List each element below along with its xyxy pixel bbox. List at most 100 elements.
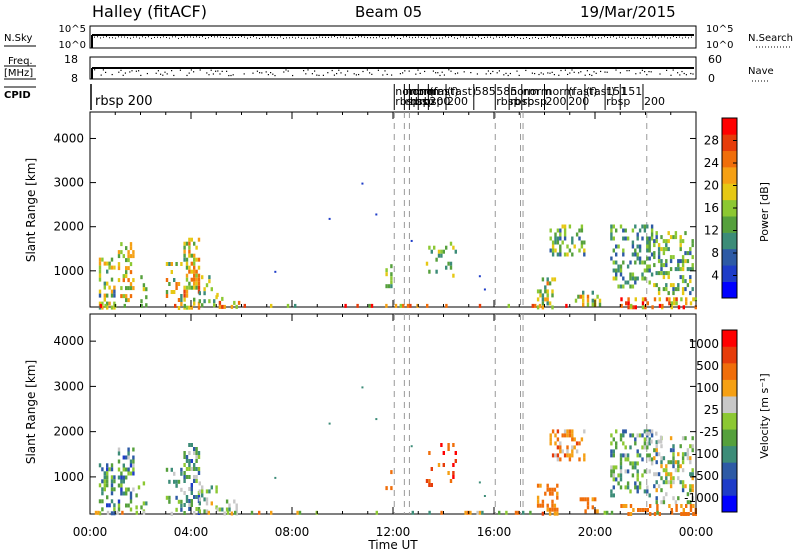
power-cell [612, 236, 615, 241]
freq-dot [331, 69, 333, 72]
freq-dot [353, 73, 355, 75]
power-cell [106, 269, 109, 274]
freq-dot [186, 74, 188, 77]
velocity-colorbar-tick-label-7: -1000 [684, 491, 719, 505]
nsky-dot [406, 36, 407, 38]
power-cell [643, 268, 647, 273]
freq-dot [419, 72, 421, 74]
velocity-cell [215, 489, 218, 494]
power-cell [185, 273, 189, 278]
power-cell [563, 224, 567, 229]
power-cell [634, 260, 637, 265]
power-cell [610, 236, 613, 241]
power-cell [185, 265, 189, 270]
velocity-cell [101, 479, 104, 484]
power-cell [122, 294, 125, 299]
power-cell [554, 236, 557, 241]
freq-right-tick-bottom: 0 [708, 72, 715, 85]
velocity-cell [183, 479, 186, 483]
velocity-cell [442, 463, 445, 467]
velocity-colorbar-segment [722, 445, 737, 463]
freq-dot [681, 70, 683, 73]
power-cell [641, 272, 644, 277]
nsky-dot [565, 36, 566, 38]
velocity-cell [129, 471, 133, 476]
velocity-cell [233, 499, 236, 504]
velocity-cell [631, 465, 635, 470]
velocity-cell [117, 503, 121, 508]
velocity-cell [197, 495, 201, 499]
velocity-cell [680, 504, 683, 508]
velocity-cell [624, 469, 627, 474]
power-cell [230, 304, 234, 309]
velocity-cell [682, 512, 685, 516]
cpid-panel: CPID rbsp 200 normrbspnormrbspnormrbspno… [4, 84, 665, 110]
velocity-cell [669, 472, 673, 477]
power-cell [183, 303, 186, 308]
freq-dot [435, 72, 437, 74]
velocity-cell [193, 463, 196, 467]
freq-dot [540, 72, 542, 74]
velocity-cell [168, 479, 171, 484]
nsky-dot [622, 36, 623, 38]
nsky-dot [310, 37, 311, 39]
velocity-cell [553, 487, 557, 492]
cpid-change-top-12: (fast) [586, 85, 615, 98]
velocity-cell [201, 485, 204, 490]
power-cell [106, 293, 109, 298]
velocity-cell [556, 453, 560, 458]
velocity-cell [571, 445, 574, 450]
nsky-dot [631, 37, 632, 39]
velocity-cell [98, 511, 102, 516]
velocity-cell [566, 433, 569, 438]
power-cell [98, 269, 102, 274]
velocity-cell [483, 494, 486, 497]
power-cell [197, 237, 201, 242]
power-cell [612, 276, 615, 281]
velocity-cell [617, 473, 620, 478]
velocity-cell [546, 487, 549, 492]
velocity-cell [681, 484, 685, 489]
velocity-cell [195, 451, 198, 455]
power-cell [651, 305, 654, 310]
power-cell [650, 224, 654, 229]
velocity-cell [328, 422, 331, 425]
velocity-cell [636, 489, 639, 494]
power-cell [679, 239, 682, 244]
power-cell [668, 297, 671, 302]
velocity-cell [559, 445, 562, 450]
velocity-cell [580, 437, 584, 442]
freq-dot [283, 71, 285, 73]
freq-dot [355, 74, 357, 76]
nsky-dot [418, 36, 419, 38]
nsky-dot [253, 36, 254, 38]
velocity-cell [677, 476, 680, 481]
nsky-dot [283, 37, 284, 39]
velocity-cell [649, 512, 652, 516]
nsky-dot [259, 37, 260, 39]
velocity-cell [656, 510, 659, 515]
power-cell [634, 252, 637, 257]
velocity-cell [568, 433, 572, 438]
power-colorbar-tick-label-5: 24 [704, 156, 719, 170]
velocity-cell [195, 495, 198, 499]
power-cell [665, 297, 669, 302]
velocity-cell [188, 467, 191, 471]
velocity-cell [615, 445, 618, 450]
power-cell [402, 303, 405, 308]
power-cell [103, 285, 106, 290]
velocity-cell [559, 457, 562, 462]
power-cell [201, 303, 204, 308]
power-cell [571, 240, 574, 245]
power-cell [113, 265, 116, 270]
velocity-cell [686, 492, 690, 497]
power-cell [551, 244, 555, 249]
velocity-cell [101, 499, 104, 504]
velocity-cell [657, 439, 660, 444]
nsky-panel: N.Sky 10^5 10^0 10^5 10^0 N.Search [4, 24, 793, 51]
cpid-label: CPID [4, 90, 31, 101]
power-cell [650, 232, 654, 237]
nsky-dot [328, 36, 329, 38]
freq-dot [415, 73, 417, 75]
velocity-cell [180, 471, 183, 476]
